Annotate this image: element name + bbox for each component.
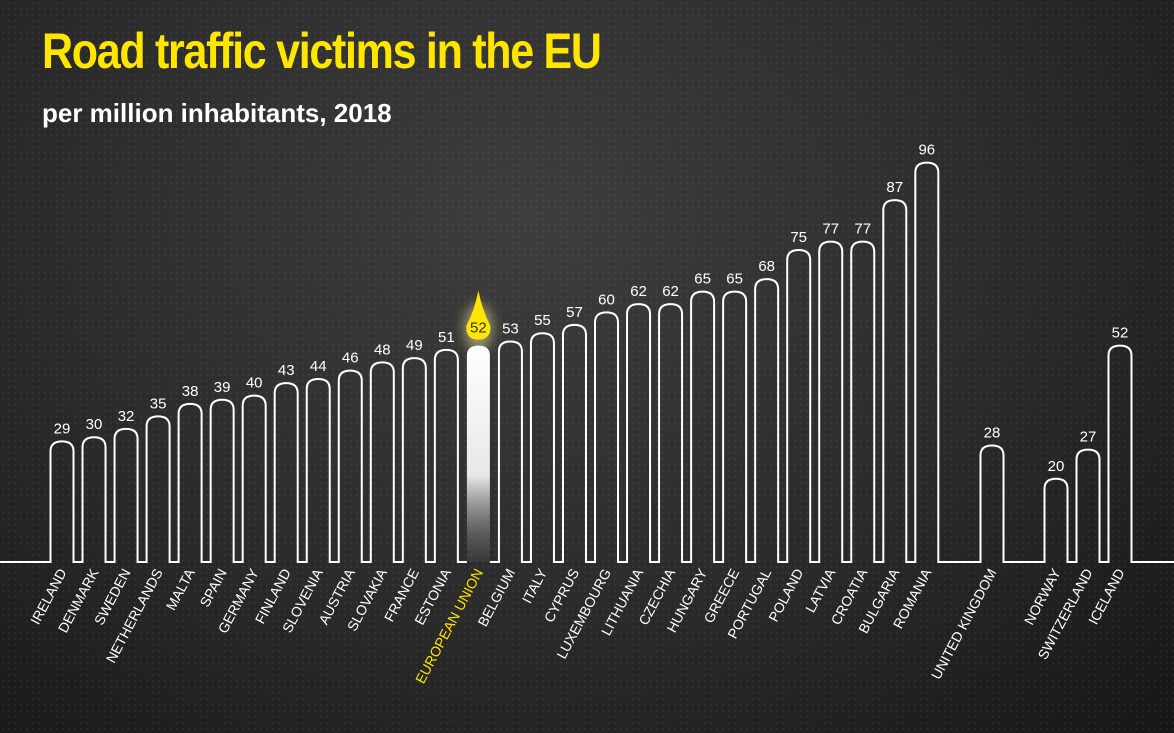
value-label: 65	[726, 271, 743, 288]
value-label: 39	[214, 379, 231, 396]
value-label: 65	[694, 271, 711, 288]
value-label: 51	[438, 329, 455, 346]
value-label: 46	[342, 350, 359, 367]
category-label: UNITED KINGDOM	[928, 566, 1000, 682]
value-label: 43	[278, 362, 295, 379]
category-label: MALTA	[163, 565, 198, 612]
value-label: 30	[86, 416, 103, 433]
value-label: 35	[150, 395, 167, 412]
value-label: 28	[984, 425, 1001, 442]
value-label: 44	[310, 358, 327, 375]
value-label: 53	[502, 321, 519, 338]
value-label: 96	[918, 142, 935, 159]
value-label: 55	[534, 312, 551, 329]
value-label: 68	[758, 258, 775, 275]
value-label: 29	[54, 420, 71, 437]
value-label: 77	[854, 221, 871, 238]
value-label: 57	[566, 304, 583, 321]
category-label: SPAIN	[196, 566, 229, 610]
value-label: 27	[1080, 429, 1097, 446]
value-label: 62	[630, 283, 647, 300]
value-label: 77	[822, 221, 839, 238]
flame-icon	[466, 290, 491, 340]
value-label: 87	[886, 179, 903, 196]
chart-title: Road traffic victims in the EU	[42, 23, 602, 79]
value-label: 75	[790, 229, 807, 246]
value-label: 40	[246, 375, 263, 392]
value-label: 32	[118, 408, 135, 425]
value-label: 20	[1048, 458, 1065, 475]
value-label: 49	[406, 337, 423, 354]
value-label: 52	[470, 320, 487, 337]
value-label: 62	[662, 283, 679, 300]
value-label: 52	[1112, 325, 1129, 342]
chart-subtitle: per million inhabitants, 2018	[42, 98, 392, 128]
category-label: ITALY	[519, 565, 551, 606]
value-label: 60	[598, 291, 615, 308]
bar-outline	[0, 161, 1174, 563]
value-label: 48	[374, 341, 391, 358]
value-label: 38	[182, 383, 199, 400]
bar-european-union	[466, 345, 490, 562]
